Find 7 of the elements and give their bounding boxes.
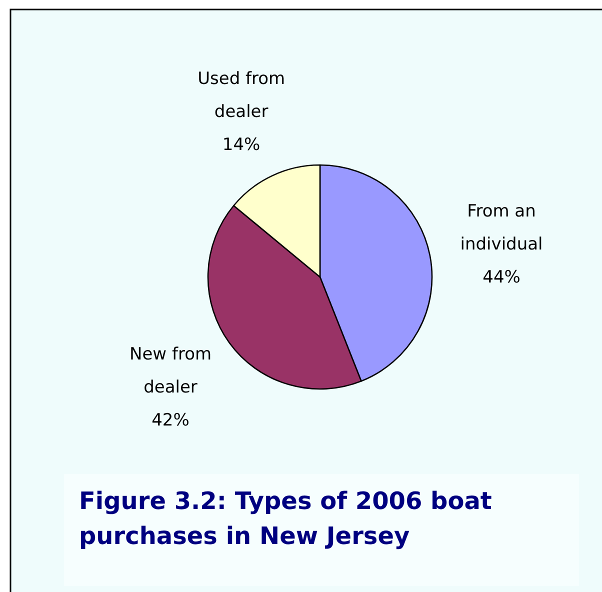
- data-label: 14%: [222, 134, 260, 155]
- slice-label: New from dealer: [129, 344, 212, 398]
- slice-label: From an individual: [460, 201, 543, 254]
- slice-label: Used from dealer: [198, 68, 286, 122]
- text: Figure 3.2: Types of 2006 boat purchases in New Jersey: [79, 487, 492, 550]
- data-label: 42%: [152, 410, 190, 431]
- data-label: 44%: [482, 267, 520, 288]
